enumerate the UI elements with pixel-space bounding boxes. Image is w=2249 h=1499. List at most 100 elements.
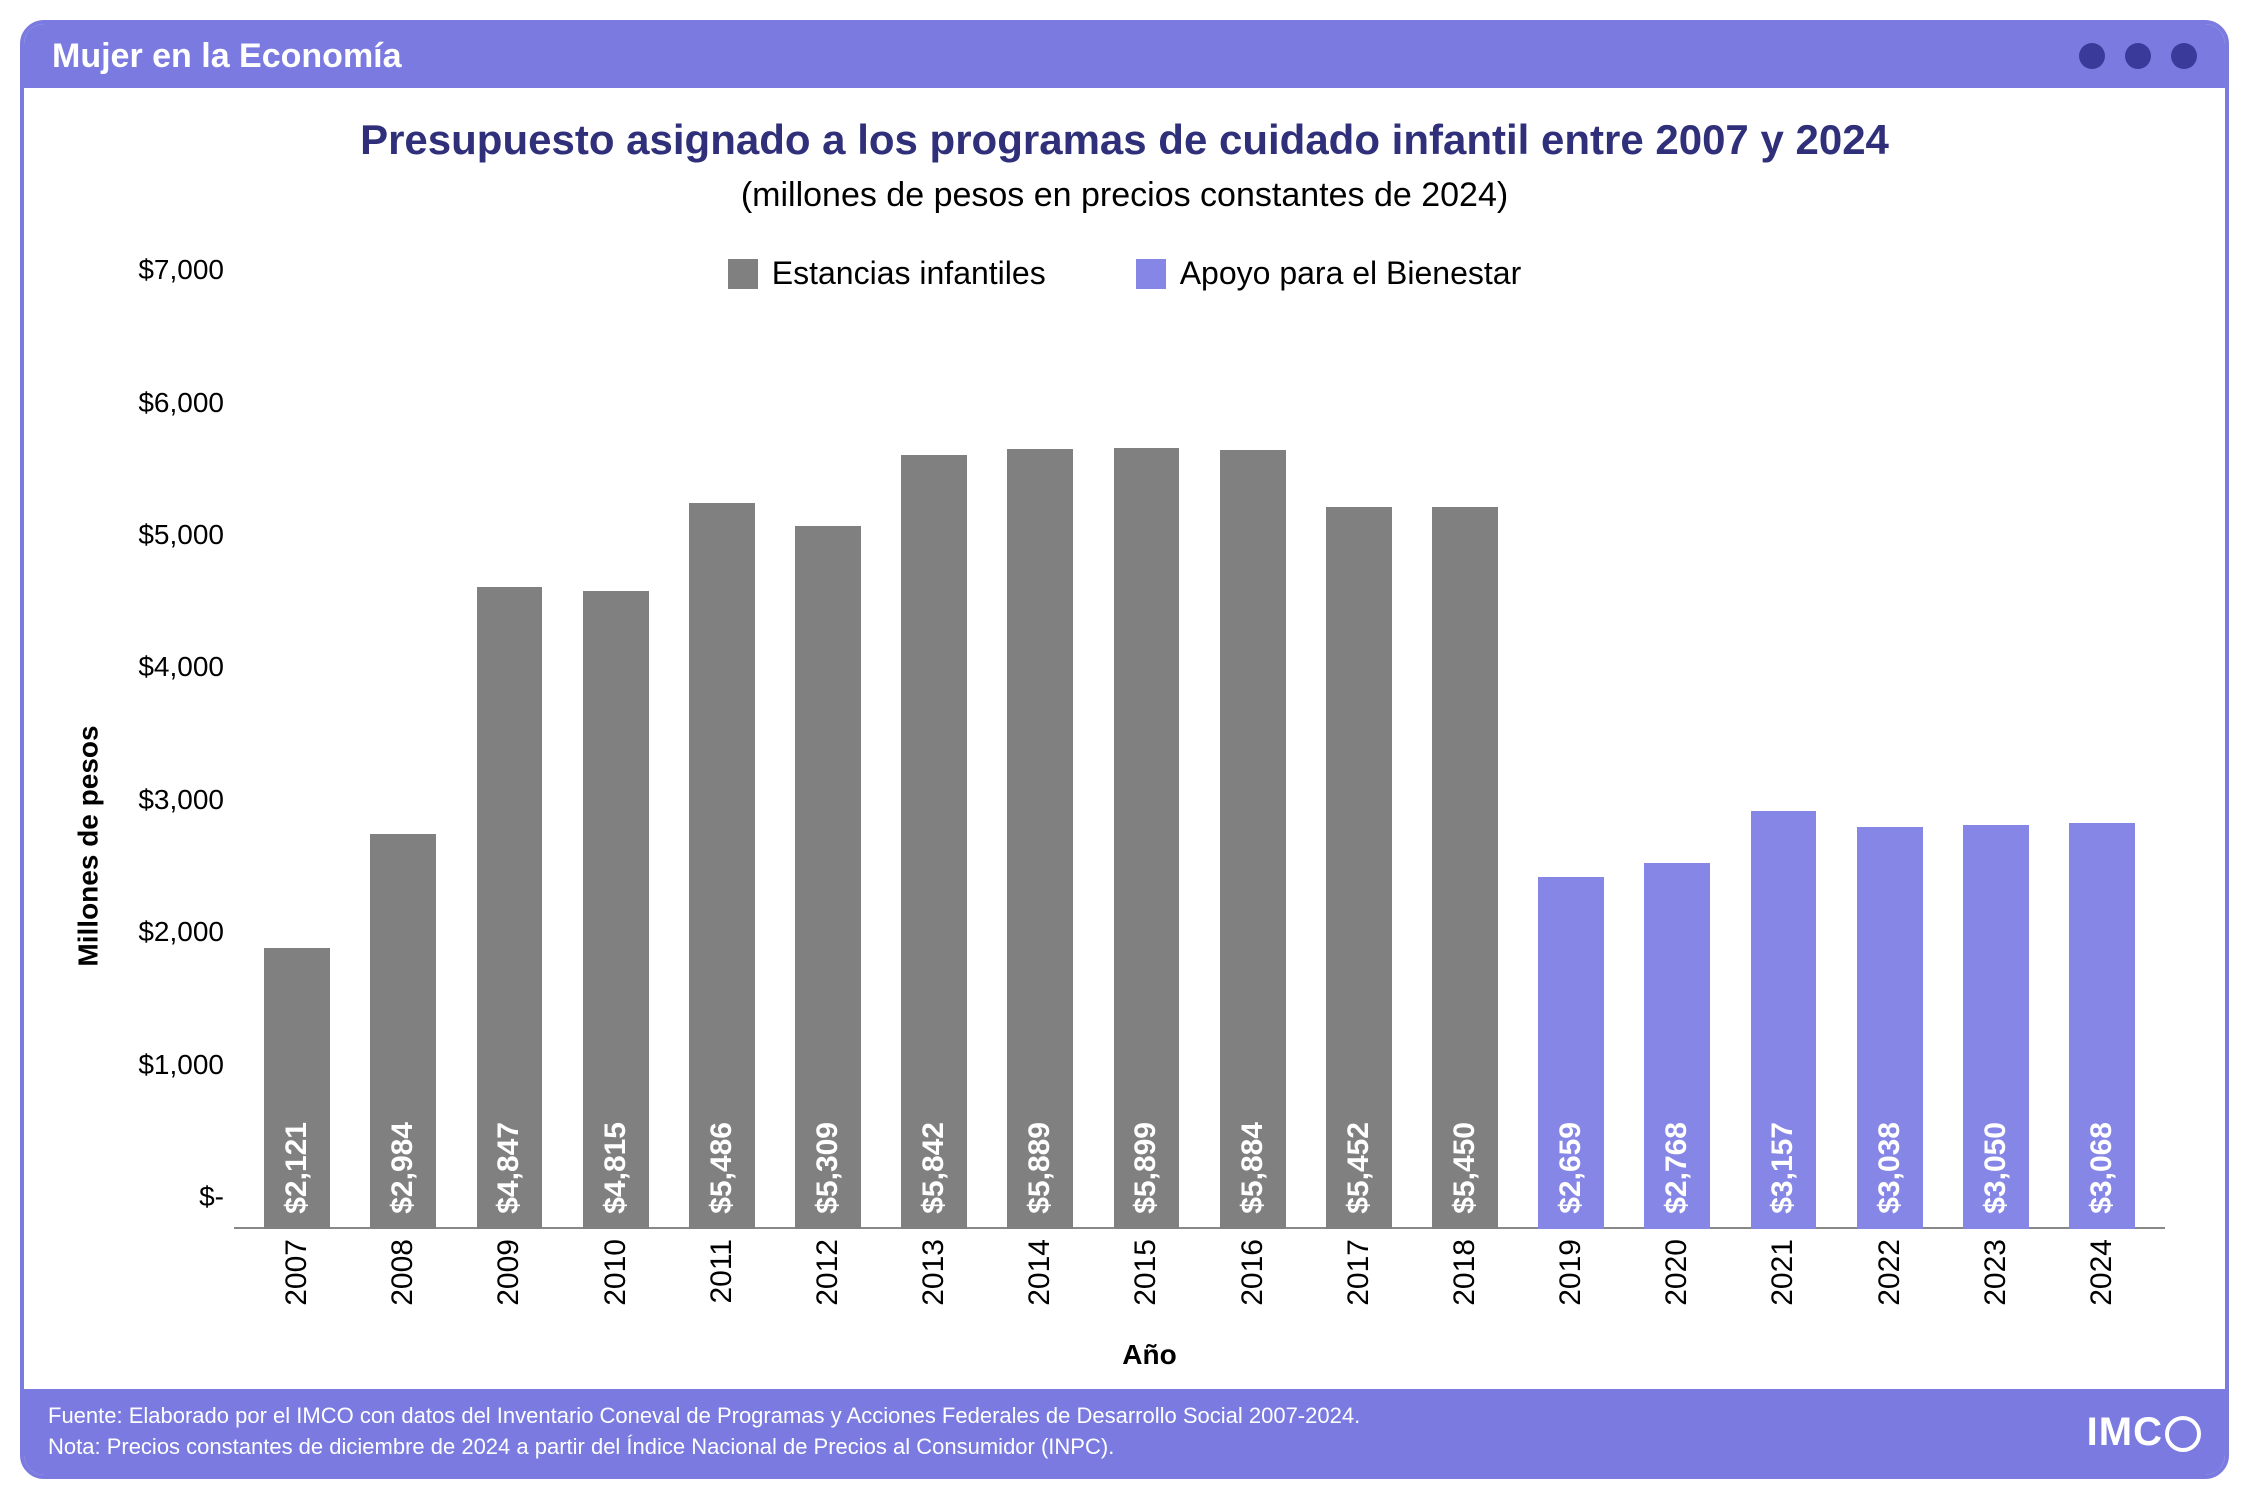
y-axis-label: Millones de pesos xyxy=(73,725,105,966)
x-tick-label: 2024 xyxy=(2085,1239,2119,1306)
x-tick: 2007 xyxy=(244,1229,350,1329)
bar-value-label: $5,452 xyxy=(1342,1106,1376,1230)
x-tick: 2010 xyxy=(563,1229,669,1329)
y-tick-label: $- xyxy=(114,1181,224,1213)
x-tick: 2023 xyxy=(1943,1229,2049,1329)
footer-note: Nota: Precios constantes de diciembre de… xyxy=(48,1432,1360,1463)
x-tick: 2013 xyxy=(881,1229,987,1329)
y-tick-label: $3,000 xyxy=(114,784,224,816)
bar-slot: $3,068 xyxy=(2049,302,2155,1229)
bar-value-label: $3,050 xyxy=(1979,1106,2013,1230)
chart-content: Presupuesto asignado a los programas de … xyxy=(24,88,2225,1389)
bar-slot: $2,768 xyxy=(1624,302,1730,1229)
x-tick: 2011 xyxy=(669,1229,775,1329)
x-axis-label: Año xyxy=(114,1339,2185,1371)
bar-value-label: $2,121 xyxy=(280,1106,314,1230)
bar-value-label: $5,899 xyxy=(1129,1106,1163,1230)
bar: $2,659 xyxy=(1538,877,1604,1229)
header-bar: Mujer en la Economía xyxy=(24,24,2225,88)
bar-value-label: $4,847 xyxy=(492,1106,526,1230)
bar: $3,157 xyxy=(1751,811,1817,1229)
bar-value-label: $2,984 xyxy=(386,1106,420,1230)
bar-slot: $5,452 xyxy=(1306,302,1412,1229)
bar: $3,038 xyxy=(1857,827,1923,1229)
y-tick-label: $7,000 xyxy=(114,254,224,286)
legend-label: Apoyo para el Bienestar xyxy=(1180,255,1522,292)
x-axis: 2007 2008 2009 2010 2011 2012 2013 2014 2015 2016… xyxy=(234,1229,2165,1329)
y-tick-label: $1,000 xyxy=(114,1049,224,1081)
bar-value-label: $5,486 xyxy=(705,1106,739,1230)
bar: $5,899 xyxy=(1114,448,1180,1230)
footer-text: Fuente: Elaborado por el IMCO con datos … xyxy=(48,1401,1360,1463)
x-tick: 2024 xyxy=(2049,1229,2155,1329)
y-tick-label: $5,000 xyxy=(114,519,224,551)
bar-slot: $4,815 xyxy=(563,302,669,1229)
x-tick-label: 2009 xyxy=(492,1239,526,1306)
x-tick: 2016 xyxy=(1200,1229,1306,1329)
bar: $5,884 xyxy=(1220,450,1286,1230)
x-tick: 2018 xyxy=(1412,1229,1518,1329)
bar-slot: $5,842 xyxy=(881,302,987,1229)
bar-value-label: $5,884 xyxy=(1236,1106,1270,1230)
logo-circle-icon xyxy=(2165,1416,2201,1452)
bar: $4,815 xyxy=(583,591,649,1229)
legend-item-bienestar: Apoyo para el Bienestar xyxy=(1136,255,1522,292)
bar-slot: $2,659 xyxy=(1518,302,1624,1229)
legend-swatch xyxy=(728,259,758,289)
dot-icon xyxy=(2125,43,2151,69)
legend-item-estancias: Estancias infantiles xyxy=(728,255,1046,292)
x-tick-label: 2022 xyxy=(1873,1239,1907,1306)
x-tick-label: 2010 xyxy=(599,1239,633,1306)
bar-value-label: $2,659 xyxy=(1554,1106,1588,1230)
x-tick: 2012 xyxy=(775,1229,881,1329)
dot-icon xyxy=(2171,43,2197,69)
bar-slot: $3,157 xyxy=(1730,302,1836,1229)
bar-slot: $3,050 xyxy=(1943,302,2049,1229)
bar-slot: $5,899 xyxy=(1093,302,1199,1229)
bar: $5,450 xyxy=(1432,507,1498,1229)
bar: $5,452 xyxy=(1326,507,1392,1229)
bar: $3,050 xyxy=(1963,825,2029,1229)
bar: $4,847 xyxy=(477,587,543,1229)
x-tick-label: 2008 xyxy=(386,1239,420,1306)
bar-slot: $2,984 xyxy=(350,302,456,1229)
bar-slot: $2,121 xyxy=(244,302,350,1229)
bar-slot: $4,847 xyxy=(456,302,562,1229)
x-tick-label: 2007 xyxy=(280,1239,314,1306)
x-tick: 2017 xyxy=(1306,1229,1412,1329)
chart-title: Presupuesto asignado a los programas de … xyxy=(64,116,2185,164)
window-dots xyxy=(2079,43,2197,69)
x-tick: 2008 xyxy=(350,1229,456,1329)
bar-slot: $5,309 xyxy=(775,302,881,1229)
x-tick-label: 2015 xyxy=(1129,1239,1163,1306)
x-tick: 2020 xyxy=(1624,1229,1730,1329)
x-tick-label: 2018 xyxy=(1448,1239,1482,1306)
x-tick-label: 2021 xyxy=(1766,1239,1800,1306)
bar-value-label: $5,842 xyxy=(917,1106,951,1230)
bar: $5,889 xyxy=(1007,449,1073,1229)
bar-slot: $5,450 xyxy=(1412,302,1518,1229)
logo-text: IMC xyxy=(2087,1404,2163,1460)
legend-swatch xyxy=(1136,259,1166,289)
chart-card: Mujer en la Economía Presupuesto asignad… xyxy=(20,20,2229,1479)
plot-area: Millones de pesos $2,121 $2,984 $4,847 $4,8… xyxy=(64,302,2185,1389)
y-tick-label: $4,000 xyxy=(114,651,224,683)
legend-label: Estancias infantiles xyxy=(772,255,1046,292)
x-tick: 2022 xyxy=(1837,1229,1943,1329)
x-tick-label: 2013 xyxy=(917,1239,951,1306)
chart-subtitle: (millones de pesos en precios constantes… xyxy=(64,176,2185,215)
bar-value-label: $3,157 xyxy=(1766,1106,1800,1230)
bar-slot: $5,486 xyxy=(669,302,775,1229)
x-tick: 2009 xyxy=(456,1229,562,1329)
bar-slot: $5,884 xyxy=(1200,302,1306,1229)
x-tick-label: 2020 xyxy=(1660,1239,1694,1306)
x-tick-label: 2019 xyxy=(1554,1239,1588,1306)
bar-value-label: $3,068 xyxy=(2085,1106,2119,1230)
bar-value-label: $5,309 xyxy=(811,1106,845,1230)
bar: $5,486 xyxy=(689,503,755,1230)
x-tick-label: 2014 xyxy=(1023,1239,1057,1306)
x-tick-label: 2011 xyxy=(705,1239,739,1304)
chart-grid: $2,121 $2,984 $4,847 $4,815 $5,486 $5,309 $5,8… xyxy=(234,302,2165,1229)
x-tick: 2015 xyxy=(1093,1229,1199,1329)
plot: $2,121 $2,984 $4,847 $4,815 $5,486 $5,309 $5,8… xyxy=(114,302,2185,1389)
